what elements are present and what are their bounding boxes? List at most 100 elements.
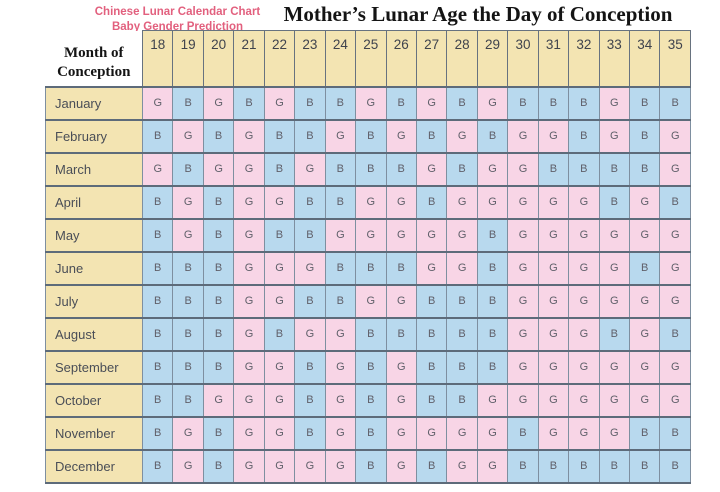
month-label: January [45,86,143,121]
age-header-27: 27 [415,30,448,88]
gender-cell: G [628,317,661,352]
gender-cell: G [537,284,570,319]
gender-cell: B [537,86,570,121]
gender-cell: B [141,185,174,220]
gender-cell: B [659,317,691,352]
month-label: November [45,416,143,451]
gender-cell: G [628,383,661,418]
gender-cell: B [537,152,570,187]
gender-cell: G [385,284,417,319]
gender-cell: G [507,317,539,352]
gender-cell: G [476,449,509,484]
gender-cell: G [598,350,631,385]
gender-cell: G [263,185,296,220]
gender-cell: G [568,218,600,253]
gender-cell: G [598,383,631,418]
gender-cell: B [202,185,235,220]
gender-cell: B [628,449,661,484]
gender-cell: G [385,185,417,220]
table-row-december: December B G B G G G G B G B G G B B B B B B [45,449,691,484]
gender-cell: B [568,86,600,121]
table-row-june: June B B B G G G B B B G G B G G G G B G [45,251,691,286]
gender-cell: B [141,251,174,286]
gender-cell: G [476,185,509,220]
gender-cell: G [446,416,478,451]
gender-cell: G [446,449,478,484]
month-label: August [45,317,143,352]
gender-cell: B [172,350,204,385]
gender-cell: G [507,152,539,187]
gender-cell: B [141,449,174,484]
gender-cell: G [202,152,235,187]
gender-cell: B [659,185,691,220]
gender-cell: B [537,449,570,484]
gender-cell: G [659,350,691,385]
gender-cell: G [202,383,235,418]
gender-cell: B [263,152,296,187]
gender-cell: G [507,218,539,253]
gender-cell: B [628,86,661,121]
gender-cell: B [141,119,174,154]
gender-cell: B [141,383,174,418]
gender-cell: B [294,383,326,418]
gender-cell: G [263,449,296,484]
age-header-21: 21 [233,30,265,88]
gender-cell: G [263,383,296,418]
gender-cell: B [507,449,539,484]
gender-cell: B [415,284,448,319]
gender-cell: G [537,383,570,418]
gender-cell: G [324,449,357,484]
chart-subtitle: Chinese Lunar Calendar Chart Baby Gender… [50,5,305,35]
gender-cell: G [628,284,661,319]
gender-cell: B [233,86,265,121]
corner-header-line1: Month of [63,45,124,61]
gender-cell: B [415,119,448,154]
gender-cell: G [233,284,265,319]
gender-cell: B [355,383,387,418]
gender-cell: B [446,383,478,418]
chart-subtitle-line1: Chinese Lunar Calendar Chart [94,6,261,18]
page-title: Mother’s Lunar Age the Day of Conception [283,2,673,26]
gender-cell: G [659,383,691,418]
gender-cell: G [537,416,570,451]
gender-cell: G [263,251,296,286]
gender-cell: G [324,119,357,154]
gender-cell: G [233,383,265,418]
gender-cell: G [568,185,600,220]
month-label: October [45,383,143,418]
gender-cell: G [263,416,296,451]
gender-cell: B [294,218,326,253]
gender-cell: G [568,317,600,352]
gender-cell: B [355,317,387,352]
gender-cell: G [355,185,387,220]
gender-cell: G [628,350,661,385]
gender-cell: B [202,350,235,385]
month-label: February [45,119,143,154]
table-row-september: September B B B G G B G B G B B B G G G G G G [45,350,691,385]
gender-cell: B [598,449,631,484]
gender-cell: B [294,284,326,319]
corner-header: Month of Conception [45,30,143,88]
gender-cell: B [385,317,417,352]
table-row-november: November B G B G G B G B G G G G B G G G B B [45,416,691,451]
gender-prediction-table: Month of Conception 18 19 20 21 22 23 24 25 26 27… [45,30,691,484]
gender-cell: B [355,350,387,385]
gender-cell: G [598,284,631,319]
gender-cell: G [598,251,631,286]
gender-cell: G [355,218,387,253]
gender-cell: G [233,350,265,385]
gender-cell: G [537,218,570,253]
gender-cell: B [507,416,539,451]
gender-cell: B [446,284,478,319]
gender-cell: B [568,449,600,484]
age-header-row: Month of Conception 18 19 20 21 22 23 24 25 26 27… [45,30,691,88]
gender-cell: B [202,416,235,451]
gender-cell: G [355,86,387,121]
gender-cell: B [202,119,235,154]
gender-cell: G [659,152,691,187]
gender-cell: B [659,416,691,451]
gender-cell: B [202,251,235,286]
gender-cell: B [476,350,509,385]
gender-cell: B [172,86,204,121]
